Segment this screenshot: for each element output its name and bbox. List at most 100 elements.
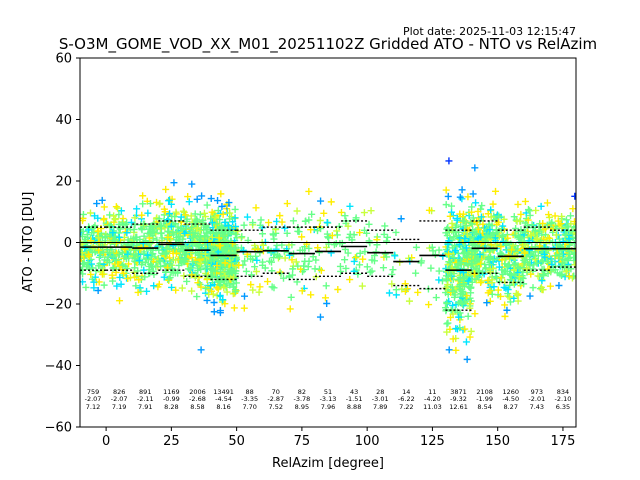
data-point: [558, 270, 566, 278]
data-point: [256, 283, 264, 291]
data-point: [510, 213, 518, 221]
data-point: [452, 346, 460, 354]
data-point: [414, 288, 422, 296]
data-point: [110, 253, 118, 261]
data-point: [316, 217, 324, 225]
data-point: [569, 233, 576, 241]
bin-std-label: 7.70: [242, 403, 256, 411]
bin-mean-label: -4.50: [502, 395, 519, 403]
data-point: [94, 227, 102, 235]
data-point: [321, 294, 329, 302]
data-point: [360, 226, 368, 234]
data-point: [477, 213, 485, 221]
y-axis-ticks: −60 −40 −20 0 20 40 60: [45, 52, 80, 436]
bin-count-label: 28: [376, 388, 384, 396]
data-point: [338, 239, 346, 247]
data-point: [529, 284, 537, 292]
data-point: [221, 300, 229, 308]
data-point: [297, 265, 305, 273]
data-point: [358, 282, 366, 290]
y-axis-label: ATO - NTO [DU]: [21, 192, 36, 293]
data-point: [540, 272, 548, 280]
data-point: [120, 269, 128, 277]
data-point: [538, 277, 546, 285]
data-point: [172, 208, 180, 216]
bin-count-label: 43: [350, 388, 358, 396]
data-point: [449, 212, 457, 220]
data-point: [563, 256, 571, 264]
data-point: [106, 211, 114, 219]
data-point: [264, 278, 272, 286]
data-point: [155, 280, 163, 288]
bin-count-label: 51: [324, 388, 332, 396]
data-point: [511, 259, 519, 267]
data-point: [267, 258, 275, 266]
data-point: [265, 219, 273, 227]
data-point: [281, 224, 289, 232]
data-point: [179, 235, 187, 243]
data-point: [526, 292, 534, 300]
data-point: [169, 269, 177, 277]
data-point: [510, 253, 518, 261]
data-point: [352, 216, 360, 224]
data-point: [526, 207, 534, 215]
data-point: [210, 308, 218, 316]
data-point: [221, 218, 229, 226]
data-point: [214, 197, 222, 205]
data-point: [517, 210, 525, 218]
data-point: [162, 185, 170, 193]
bin-count-label: 759: [87, 388, 99, 396]
data-point: [149, 250, 157, 258]
data-point: [253, 256, 261, 264]
data-point: [327, 249, 335, 257]
data-point: [564, 222, 572, 230]
bin-count-label: 2006: [189, 388, 206, 396]
data-point: [497, 292, 505, 300]
bin-mean-label: -2.01: [528, 395, 545, 403]
data-point: [111, 260, 119, 268]
data-point: [243, 213, 251, 221]
data-point: [525, 246, 533, 254]
bin-std-label: 7.22: [399, 403, 413, 411]
data-point: [167, 222, 175, 230]
bin-std-label: 7.89: [373, 403, 387, 411]
data-point: [198, 192, 206, 200]
data-point: [162, 250, 170, 258]
data-point: [504, 286, 512, 294]
data-point: [167, 200, 175, 208]
data-point: [547, 220, 555, 228]
data-point: [554, 217, 562, 225]
bin-count-label: 13491: [213, 388, 234, 396]
data-point: [500, 283, 508, 291]
data-point: [130, 225, 138, 233]
data-point: [524, 259, 532, 267]
data-point: [251, 241, 259, 249]
data-point: [295, 228, 303, 236]
data-point: [507, 298, 515, 306]
data-point: [569, 205, 576, 213]
data-point: [249, 286, 257, 294]
data-point: [425, 206, 433, 214]
data-point: [184, 193, 192, 201]
data-point: [146, 229, 154, 237]
data-point: [224, 230, 232, 238]
data-point: [490, 283, 498, 291]
data-point: [464, 312, 472, 320]
data-point: [278, 218, 286, 226]
data-point: [203, 296, 211, 304]
data-point: [428, 243, 436, 251]
data-point: [345, 233, 353, 241]
data-point: [549, 228, 557, 236]
data-point: [288, 256, 296, 264]
data-point: [142, 237, 150, 245]
data-point: [146, 240, 154, 248]
data-point: [452, 325, 460, 333]
data-point: [165, 275, 173, 283]
data-point: [227, 259, 235, 267]
data-point: [238, 233, 246, 241]
data-point: [513, 291, 521, 299]
bin-std-label: 7.43: [530, 403, 544, 411]
data-point: [286, 305, 294, 313]
data-point: [328, 232, 336, 240]
data-point: [341, 256, 349, 264]
